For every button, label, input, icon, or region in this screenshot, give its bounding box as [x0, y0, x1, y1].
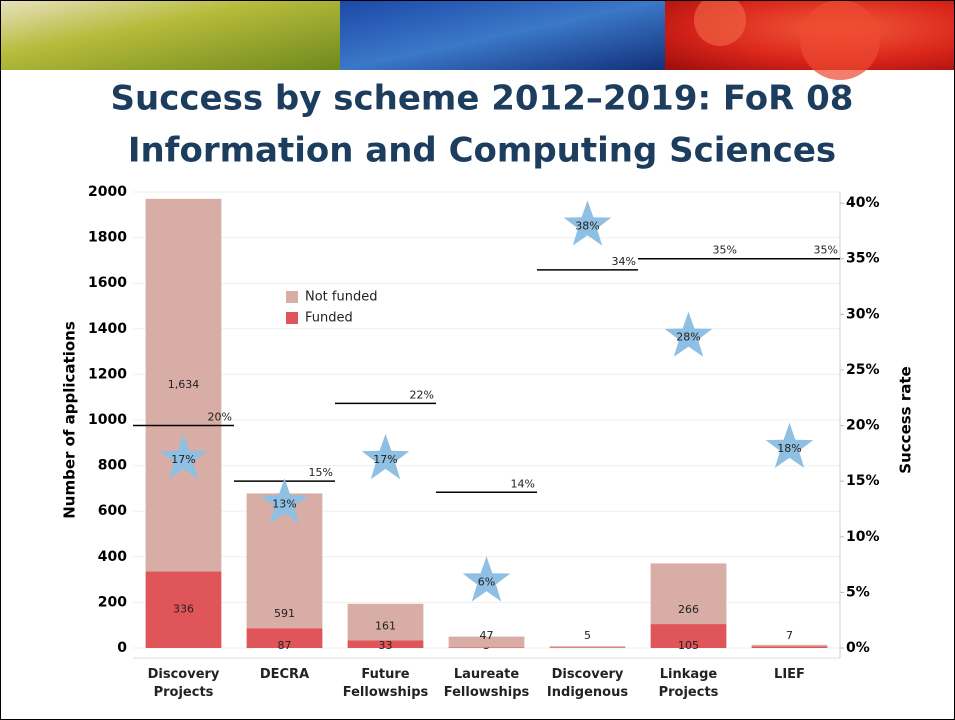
y-tick-label: 1800 — [88, 230, 127, 246]
y2-tick-label: 0% — [846, 640, 870, 656]
chart-title: Success by scheme 2012–2019: FoR 08 — [111, 79, 854, 119]
y2-tick-label: 30% — [846, 306, 880, 322]
y-tick-label: 400 — [98, 549, 127, 565]
data-label: 161 — [375, 619, 396, 632]
x-tick-label: Future Fellowships — [342, 667, 429, 700]
y-tick-label: 1000 — [88, 412, 127, 428]
rate-star — [664, 311, 713, 357]
x-tick-label: Linkage Projects — [658, 667, 719, 700]
rate-label: 35% — [713, 244, 737, 257]
bar-segment — [246, 628, 323, 648]
y2-axis-title: Success rate — [897, 366, 915, 473]
y-tick-label: 1600 — [88, 275, 127, 291]
star-label: 6% — [478, 575, 495, 588]
legend-label: Not funded — [305, 290, 377, 305]
star-label: 17% — [373, 453, 397, 466]
y-tick-label: 600 — [98, 503, 127, 519]
banner-water — [340, 0, 665, 70]
y-axis-title: Number of applications — [61, 321, 79, 519]
y2-tick-label: 20% — [846, 418, 880, 434]
legend-swatch — [286, 291, 298, 303]
rate-label: 14% — [511, 477, 535, 490]
x-tick-label: LIEF — [774, 667, 805, 682]
y-tick-label: 2000 — [88, 184, 127, 200]
rate-star — [260, 478, 309, 524]
y-tick-label: 1200 — [88, 366, 127, 382]
data-label: 47 — [480, 629, 494, 642]
x-tick-label: Discovery Projects — [147, 667, 220, 700]
rate-label: 22% — [410, 388, 434, 401]
bar-segment — [650, 563, 727, 625]
bar-segment — [347, 603, 424, 641]
chart-title: Information and Computing Sciences — [128, 131, 836, 171]
legend-label: Funded — [305, 311, 353, 326]
bar-segment — [650, 624, 727, 648]
y2-tick-label: 15% — [846, 473, 880, 489]
bar-segment — [145, 571, 222, 648]
legend-swatch — [286, 312, 298, 324]
data-label: 33 — [379, 639, 393, 652]
rate-star — [765, 422, 814, 468]
rate-label: 34% — [612, 255, 636, 268]
data-label: 336 — [173, 603, 194, 616]
rate-star — [361, 433, 410, 480]
rate-label: 20% — [208, 411, 232, 424]
y2-tick-label: 40% — [846, 195, 880, 211]
y-tick-label: 800 — [98, 458, 127, 474]
data-label: 266 — [678, 603, 699, 616]
bar-segment — [549, 647, 626, 648]
y-tick-label: 200 — [98, 594, 127, 610]
bar-segment — [751, 644, 828, 647]
star-label: 28% — [676, 331, 700, 344]
rate-star — [159, 433, 208, 480]
rate-label: 35% — [814, 244, 838, 257]
data-label: 87 — [278, 639, 292, 652]
data-label: 1,634 — [168, 378, 200, 391]
star-label: 17% — [171, 453, 195, 466]
banner-cell — [800, 0, 880, 80]
y2-tick-label: 10% — [846, 529, 880, 545]
bar-segment — [145, 198, 222, 572]
rate-label: 15% — [309, 466, 333, 479]
data-label: 5 — [584, 629, 591, 642]
bar-segment — [347, 640, 424, 648]
bar-segment — [448, 647, 525, 648]
star-label: 18% — [777, 442, 801, 455]
y-tick-label: 1400 — [88, 321, 127, 337]
rate-star — [462, 556, 511, 602]
bar-segment — [246, 493, 323, 629]
banner-cell — [694, 0, 746, 46]
star-label: 13% — [272, 497, 296, 510]
data-label: 105 — [678, 639, 699, 652]
bar-segment — [448, 636, 525, 648]
x-tick-label: Laureate Fellowships — [443, 667, 530, 700]
star-label: 38% — [575, 219, 599, 232]
y2-tick-label: 5% — [846, 584, 870, 600]
data-label: 7 — [786, 629, 793, 642]
y-tick-label: 0 — [117, 640, 127, 656]
rate-star — [563, 200, 612, 246]
data-label: 591 — [274, 607, 295, 620]
y2-tick-label: 25% — [846, 362, 880, 378]
x-tick-label: DECRA — [259, 667, 310, 682]
bar-segment — [751, 646, 828, 648]
x-tick-label: Discovery Indigenous — [546, 667, 629, 700]
banner-leaf — [0, 0, 340, 70]
y2-tick-label: 35% — [846, 251, 880, 267]
bar-segment — [549, 646, 626, 648]
